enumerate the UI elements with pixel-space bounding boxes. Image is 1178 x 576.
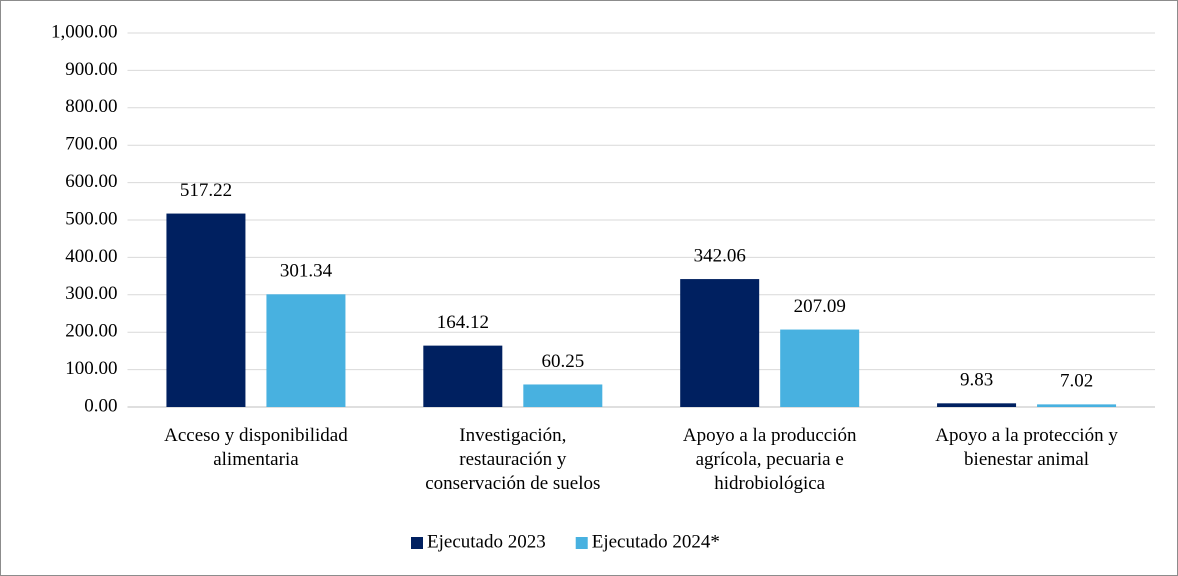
data-label: 342.06: [694, 245, 746, 266]
bar: [1037, 404, 1117, 407]
bar: [780, 329, 860, 407]
bar: [523, 384, 603, 407]
data-label: 7.02: [1060, 371, 1093, 392]
data-label: 517.22: [180, 180, 232, 201]
bar: [937, 403, 1017, 407]
legend-swatch: [411, 537, 423, 549]
bar: [266, 294, 346, 407]
y-tick-label: 300.00: [65, 283, 117, 304]
legend-label: Ejecutado 2024*: [592, 531, 720, 552]
y-tick-label: 200.00: [65, 321, 117, 342]
x-tick-label: Investigación, restauración y conservaci…: [425, 425, 601, 494]
y-tick-label: 0.00: [84, 395, 117, 416]
y-tick-label: 1,000.00: [51, 21, 118, 42]
bar: [423, 345, 503, 407]
bar: [680, 279, 760, 407]
bar: [166, 213, 246, 407]
legend-swatch: [575, 537, 588, 549]
y-tick-label: 400.00: [65, 246, 117, 267]
y-tick-label: 100.00: [65, 358, 117, 379]
data-label: 207.09: [794, 296, 846, 317]
y-tick-label: 600.00: [65, 171, 117, 192]
data-label: 9.83: [960, 370, 993, 391]
x-tick-label: Acceso y disponibilidad alimentaria: [164, 425, 348, 470]
y-tick-label: 900.00: [65, 59, 117, 80]
y-tick-label: 800.00: [65, 96, 117, 117]
data-label: 60.25: [541, 351, 584, 372]
data-label: 164.12: [437, 312, 489, 333]
x-tick-label: Apoyo a la producción agrícola, pecuaria…: [682, 425, 857, 494]
legend-label: Ejecutado 2023: [427, 531, 546, 552]
y-tick-label: 700.00: [65, 134, 117, 155]
y-tick-label: 500.00: [65, 208, 117, 229]
x-tick-label: Apoyo a la protección y bienestar animal: [935, 425, 1118, 470]
data-label: 301.34: [280, 261, 333, 282]
